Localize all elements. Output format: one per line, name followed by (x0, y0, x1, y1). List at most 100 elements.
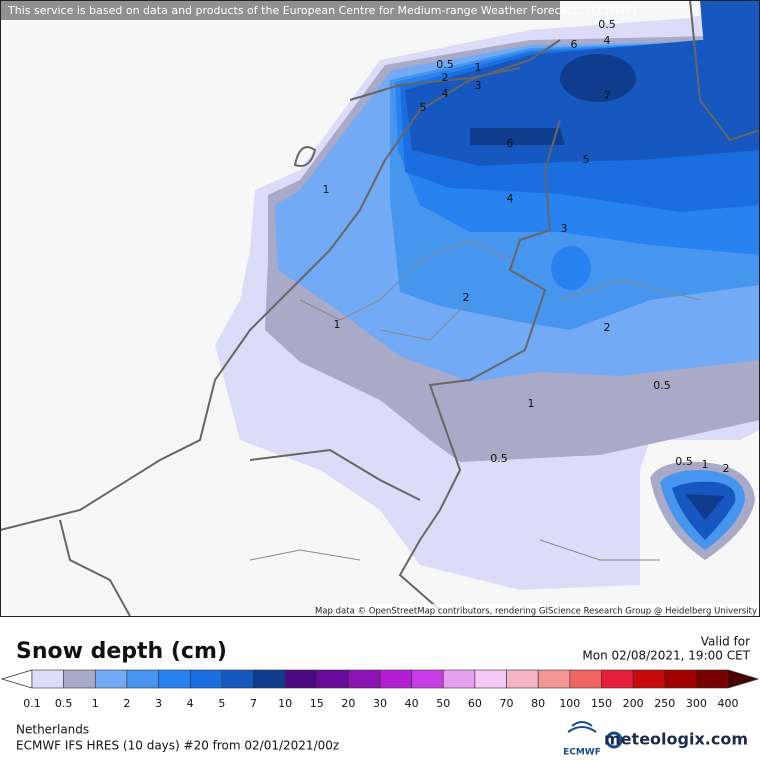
contour-label: 6 (507, 137, 514, 150)
logo-icon (567, 721, 597, 733)
attribution-bar (0, 0, 560, 20)
snow-area (700, 0, 760, 120)
contour-label: 1 (702, 458, 709, 471)
colorbar-label: 20 (341, 697, 355, 710)
colorbar-swatch (379, 669, 412, 689)
colorbar-swatch (664, 669, 697, 689)
colorbar-swatch (537, 669, 571, 689)
colorbar-swatch (442, 669, 476, 689)
colorbar-label: 150 (591, 697, 612, 710)
colorbar-label: 2 (123, 697, 130, 710)
logo-text: ECMWF (563, 748, 601, 758)
valid-time: Mon 02/08/2021, 19:00 CET (582, 649, 750, 663)
colorbar-under (0, 669, 33, 689)
colorbar: 0.1 0.5 1 2 3 4 5 7 10 15 20 30 40 50 60 70 80 100 150 200 2… (0, 669, 760, 710)
contour-label: 0.5 (436, 58, 454, 71)
colorbar-swatch (506, 669, 539, 689)
contour-label: 0.5 (598, 18, 616, 31)
colorbar-swatch (474, 669, 507, 689)
colorbar-label: 4 (187, 697, 194, 710)
coastline (349, 67, 521, 101)
contour-label: 2 (604, 321, 611, 334)
colorbar-swatch (253, 669, 286, 689)
contour-label: 4 (442, 87, 449, 100)
snow-area (470, 128, 565, 145)
contour-label: 3 (475, 79, 482, 92)
attribution-top: This service is based on data and produc… (7, 4, 636, 17)
colorbar-swatch (569, 669, 602, 689)
contour-label: 0.5 (675, 455, 693, 468)
contour-label: 1 (528, 397, 535, 410)
colorbar-label: 50 (436, 697, 450, 710)
contour-label: 0.5 (490, 452, 508, 465)
colorbar-label: 30 (373, 697, 387, 710)
colorbar-label: 60 (468, 697, 482, 710)
snow-area (551, 246, 591, 290)
colorbar-label: 400 (718, 697, 739, 710)
colorbar-label: 100 (559, 697, 580, 710)
colorbar-label: 5 (218, 697, 225, 710)
colorbar-label: 15 (310, 697, 324, 710)
colorbar-swatch (316, 669, 349, 689)
colorbar-swatch (94, 669, 128, 689)
brand: meteologix.com (604, 730, 748, 749)
colorbar-label: 200 (623, 697, 644, 710)
contour-label: 0.5 (653, 379, 671, 392)
contour-label: 1 (334, 318, 341, 331)
colorbar-swatch (632, 669, 666, 689)
snow-area (560, 54, 636, 102)
colorbar-label: 70 (500, 697, 514, 710)
contour-label: 5 (583, 153, 590, 166)
border (59, 448, 421, 617)
colorbar-label: 0.5 (55, 697, 73, 710)
coastline (0, 39, 561, 531)
colorbar-swatch (221, 669, 254, 689)
colorbar-swatch (411, 669, 444, 689)
border (689, 0, 760, 142)
colorbar-label: 80 (531, 697, 545, 710)
contour-label: 1 (323, 183, 330, 196)
colorbar-swatch (189, 669, 223, 689)
contour-label: 2 (463, 291, 470, 304)
colorbar-swatch (696, 669, 729, 689)
legend-title: Snow depth (cm) (16, 639, 227, 664)
contour-label: 7 (604, 89, 611, 102)
contour-label: 6 (571, 38, 578, 51)
colorbar-swatch (31, 669, 64, 689)
colorbar-label: 300 (686, 697, 707, 710)
colorbar-label: 250 (654, 697, 675, 710)
valid-label: Valid for (701, 635, 750, 649)
colorbar-swatch (284, 669, 318, 689)
colorbar-label: 1 (92, 697, 99, 710)
colorbar-swatch (601, 669, 634, 689)
regions (249, 239, 701, 561)
contour-label: 2 (442, 71, 449, 84)
contour-label: 3 (561, 222, 568, 235)
island (293, 146, 317, 167)
brand-icon (605, 731, 623, 749)
colorbar-swatch (158, 669, 191, 689)
contour-label: 2 (723, 462, 730, 475)
colorbar-label: 10 (278, 697, 292, 710)
colorbar-swatch (348, 669, 381, 689)
region-line (249, 239, 701, 561)
contour-label: 5 (420, 101, 427, 114)
snow-area (685, 494, 725, 520)
borders (0, 0, 760, 617)
border (398, 119, 561, 611)
colorbar-swatch (126, 669, 159, 689)
colorbar-label: 40 (405, 697, 419, 710)
legend: Snow depth (cm) Valid for Mon 02/08/2021… (0, 635, 760, 758)
colorbar-swatch (63, 669, 96, 689)
contour-label: 4 (604, 34, 611, 47)
model-info: ECMWF IFS HRES (10 days) #20 from 02/01/… (16, 739, 339, 753)
contour-label: 4 (507, 192, 514, 205)
region-name: Netherlands (16, 723, 89, 737)
contour-label: 1 (475, 61, 482, 74)
colorbar-label: 3 (155, 697, 162, 710)
colorbar-over (727, 669, 760, 689)
colorbar-label: 7 (250, 697, 257, 710)
